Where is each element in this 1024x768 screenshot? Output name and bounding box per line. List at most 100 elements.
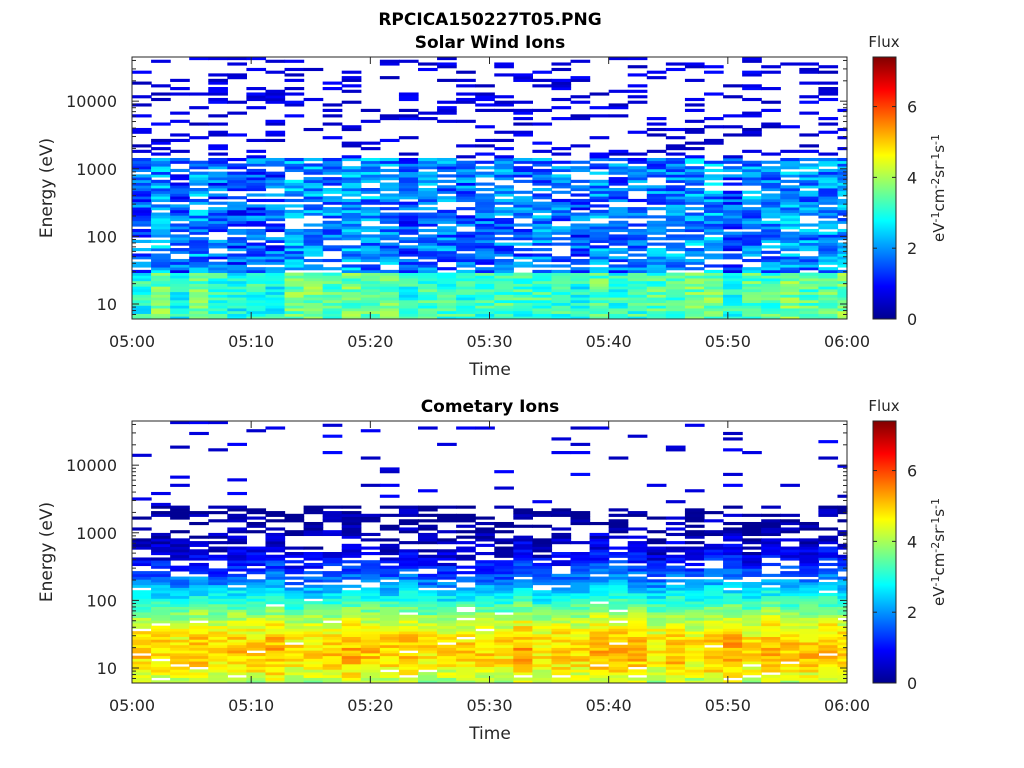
heatmap-cell bbox=[265, 171, 286, 175]
heatmap-cell bbox=[780, 253, 800, 257]
heatmap-cell bbox=[132, 168, 152, 173]
heatmap-cell bbox=[418, 313, 438, 317]
heatmap-cell bbox=[761, 636, 781, 640]
heatmap-cell bbox=[799, 541, 819, 545]
heatmap-cell bbox=[151, 543, 171, 547]
heatmap-cell bbox=[170, 182, 190, 186]
heatmap-cell bbox=[627, 639, 648, 643]
heatmap-cell bbox=[704, 231, 724, 235]
heatmap-cell bbox=[418, 264, 438, 268]
heatmap-cell bbox=[665, 267, 686, 271]
heatmap-cell bbox=[151, 92, 171, 96]
heatmap-cell bbox=[398, 519, 419, 523]
heatmap-cell bbox=[551, 294, 572, 298]
heatmap-cell bbox=[799, 582, 819, 586]
heatmap-cell bbox=[341, 532, 362, 537]
heatmap-cell bbox=[284, 639, 305, 643]
heatmap-cell bbox=[398, 302, 419, 306]
heatmap-cell bbox=[608, 617, 629, 621]
heatmap-cell bbox=[341, 177, 362, 181]
heatmap-cell bbox=[646, 261, 667, 265]
heatmap-cell bbox=[360, 209, 381, 213]
heatmap-cell bbox=[589, 543, 610, 547]
heatmap-cell bbox=[418, 598, 438, 602]
heatmap-cell bbox=[189, 288, 209, 293]
heatmap-cell bbox=[208, 680, 228, 684]
heatmap-cell bbox=[684, 272, 705, 276]
heatmap-cell bbox=[132, 198, 152, 203]
heatmap-cell bbox=[379, 310, 400, 314]
heatmap-cell bbox=[684, 669, 705, 673]
heatmap-cell bbox=[475, 234, 495, 238]
heatmap-cell bbox=[189, 237, 209, 241]
heatmap-cell bbox=[303, 672, 324, 676]
heatmap-cell bbox=[475, 666, 495, 670]
heatmap-cell bbox=[818, 193, 839, 197]
heatmap-cell bbox=[246, 245, 267, 249]
heatmap-cell bbox=[151, 535, 171, 539]
heatmap-cell bbox=[189, 228, 209, 233]
heatmap-cell bbox=[437, 617, 457, 621]
heatmap-cell bbox=[132, 639, 152, 643]
heatmap-cell bbox=[742, 212, 762, 216]
heatmap-cell bbox=[341, 166, 362, 170]
heatmap-cell bbox=[646, 628, 667, 632]
heatmap-cell bbox=[570, 299, 591, 304]
heatmap-cell bbox=[570, 614, 591, 618]
heatmap-cell bbox=[132, 157, 152, 162]
heatmap-cell bbox=[494, 601, 514, 605]
heatmap-cell bbox=[742, 554, 762, 558]
heatmap-cell bbox=[437, 655, 457, 659]
heatmap-cell bbox=[398, 291, 419, 295]
heatmap-cell bbox=[132, 302, 152, 306]
heatmap-cell bbox=[723, 636, 743, 640]
heatmap-cell bbox=[551, 554, 572, 558]
heatmap-cell bbox=[341, 677, 362, 681]
heatmap-cell bbox=[437, 111, 457, 115]
heatmap-cell bbox=[494, 590, 514, 594]
heatmap-cell bbox=[665, 560, 686, 564]
heatmap-cell bbox=[704, 587, 724, 591]
heatmap-cell bbox=[780, 584, 800, 588]
heatmap-cell bbox=[494, 212, 514, 216]
heatmap-cell bbox=[303, 612, 324, 616]
heatmap-cell bbox=[570, 267, 591, 271]
heatmap-cell bbox=[684, 590, 705, 594]
heatmap-cell bbox=[513, 310, 533, 314]
heatmap-cell bbox=[398, 636, 419, 640]
heatmap-cell bbox=[532, 215, 553, 219]
heatmap-cell bbox=[513, 552, 533, 556]
heatmap-cell bbox=[646, 242, 667, 246]
heatmap-cell bbox=[551, 663, 572, 668]
heatmap-cell bbox=[627, 267, 648, 271]
heatmap-cell bbox=[608, 535, 629, 539]
heatmap-cell bbox=[456, 272, 476, 276]
heatmap-cell bbox=[704, 294, 724, 298]
heatmap-cell bbox=[665, 190, 686, 194]
heatmap-cell bbox=[570, 226, 591, 230]
heatmap-cell bbox=[418, 220, 438, 224]
heatmap-cell bbox=[723, 193, 743, 197]
heatmap-cell bbox=[532, 239, 553, 243]
heatmap-cell bbox=[132, 655, 152, 659]
heatmap-cell bbox=[265, 174, 286, 178]
heatmap-cell bbox=[818, 231, 839, 235]
heatmap-cell bbox=[761, 288, 781, 293]
heatmap-cell bbox=[132, 584, 152, 588]
heatmap-cell bbox=[513, 636, 533, 640]
heatmap-cell bbox=[684, 552, 705, 556]
heatmap-cell bbox=[608, 573, 629, 577]
heatmap-cell bbox=[227, 661, 247, 665]
heatmap-cell bbox=[265, 228, 286, 233]
heatmap-cell bbox=[646, 666, 667, 670]
heatmap-cell bbox=[665, 272, 686, 276]
heatmap-cell bbox=[665, 521, 686, 526]
heatmap-cell bbox=[398, 658, 419, 662]
heatmap-cell bbox=[132, 316, 152, 320]
heatmap-cell bbox=[570, 286, 591, 290]
heatmap-cell bbox=[570, 609, 591, 613]
heatmap-cell bbox=[551, 264, 572, 268]
heatmap-cell bbox=[532, 658, 553, 662]
heatmap-cell bbox=[646, 228, 667, 233]
heatmap-cell bbox=[780, 625, 800, 629]
